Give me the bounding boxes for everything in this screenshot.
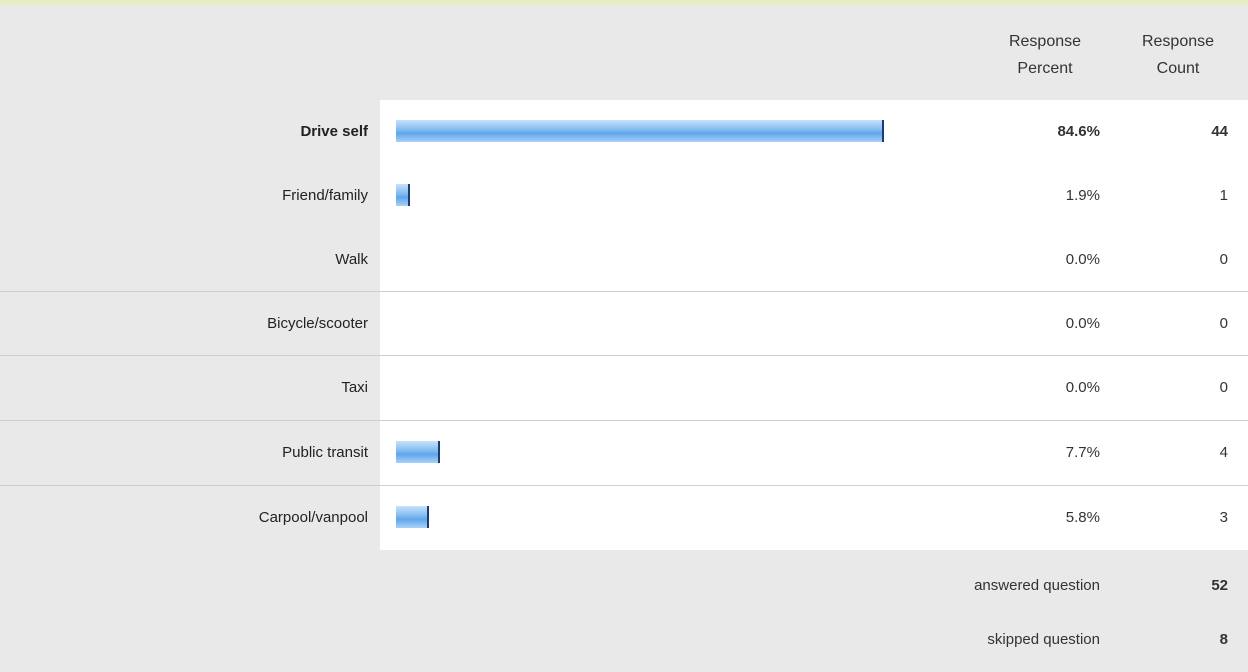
header-percent-line1: Response <box>1008 33 1082 50</box>
row-count: 1 <box>1219 187 1228 204</box>
table-row: Taxi 0.0% 0 <box>0 356 1248 420</box>
header-percent-line2: Percent <box>1017 60 1073 77</box>
table-row: Drive self 84.6% 44 <box>0 100 1248 164</box>
row-label: Taxi <box>341 379 368 396</box>
table-row: Public transit 7.7% 4 <box>0 421 1248 485</box>
header-response-count: Response Count <box>1118 28 1238 82</box>
table-row: Carpool/vanpool 5.8% 3 <box>0 486 1248 550</box>
answered-question-row: answered question 52 <box>0 558 1248 614</box>
row-label: Walk <box>335 251 368 268</box>
response-bar <box>396 120 884 142</box>
row-count: 4 <box>1219 444 1228 461</box>
table-footer: answered question 52 skipped question 8 <box>0 550 1248 672</box>
response-bar <box>396 506 429 528</box>
row-count: 0 <box>1219 315 1228 332</box>
row-percent: 84.6% <box>1057 123 1100 140</box>
row-label: Friend/family <box>282 187 368 204</box>
table-row: Bicycle/scooter 0.0% 0 <box>0 292 1248 356</box>
table-row: Friend/family 1.9% 1 <box>0 164 1248 228</box>
row-divider <box>0 355 1248 356</box>
table-header: Response Percent Response Count <box>0 6 1248 100</box>
row-percent: 5.8% <box>1065 509 1100 526</box>
top-accent-strip <box>0 0 1248 6</box>
row-count: 44 <box>1211 123 1228 140</box>
skipped-question-label: skipped question <box>987 631 1100 648</box>
row-count: 0 <box>1219 251 1228 268</box>
row-divider <box>0 485 1248 486</box>
answered-question-label: answered question <box>974 577 1100 594</box>
row-percent: 1.9% <box>1065 187 1100 204</box>
row-label: Bicycle/scooter <box>267 315 368 332</box>
row-label: Drive self <box>300 123 368 140</box>
answered-question-value: 52 <box>1211 577 1228 594</box>
header-count-line2: Count <box>1156 60 1200 77</box>
table-row: Walk 0.0% 0 <box>0 228 1248 292</box>
row-percent: 0.0% <box>1065 379 1100 396</box>
skipped-question-row: skipped question 8 <box>0 612 1248 668</box>
row-count: 3 <box>1219 509 1228 526</box>
row-divider <box>0 291 1248 292</box>
skipped-question-value: 8 <box>1219 631 1228 648</box>
header-count-line1: Response <box>1141 33 1215 50</box>
row-label: Carpool/vanpool <box>258 509 368 526</box>
label-column-background <box>0 100 380 550</box>
row-label: Public transit <box>282 444 368 461</box>
row-percent: 0.0% <box>1065 315 1100 332</box>
response-bar <box>396 441 440 463</box>
row-percent: 7.7% <box>1065 444 1100 461</box>
response-bar <box>396 184 410 206</box>
header-response-percent: Response Percent <box>990 28 1100 82</box>
row-percent: 0.0% <box>1065 251 1100 268</box>
row-divider <box>0 420 1248 421</box>
row-count: 0 <box>1219 379 1228 396</box>
